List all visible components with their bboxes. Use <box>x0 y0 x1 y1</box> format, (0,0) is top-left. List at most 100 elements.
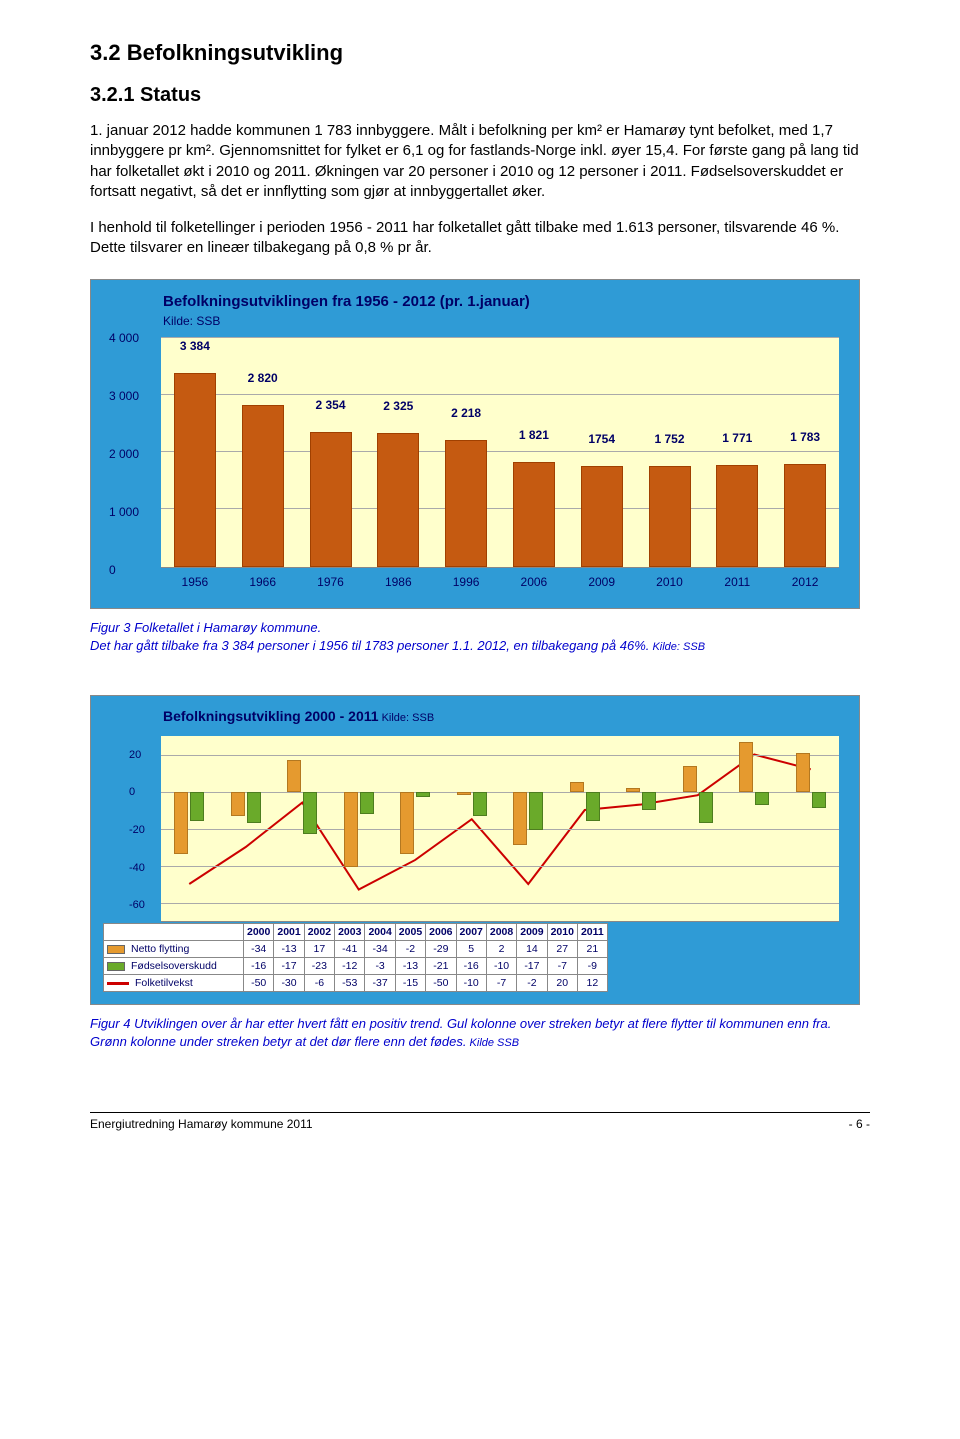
chart-2-table-cell: -6 <box>304 975 334 992</box>
chart-2-bar-netto-flytting <box>739 742 753 792</box>
caption-3-line2: Det har gått tilbake fra 3 384 personer … <box>90 638 649 653</box>
chart-2-table-cell: -16 <box>244 958 274 975</box>
chart-2-bar-netto-flytting <box>400 792 414 855</box>
chart-2-gridline <box>161 755 839 756</box>
chart-2-bar-fodselsoverskudd <box>416 792 430 798</box>
chart-1-bar <box>310 432 352 567</box>
subsection-heading: 3.2.1 Status <box>90 84 870 107</box>
chart-1-bar <box>784 464 826 566</box>
chart-2-table-cell: 17 <box>304 941 334 958</box>
chart-1-bar-value-label: 1 752 <box>654 432 684 449</box>
chart-2-table-cell: -3 <box>365 958 395 975</box>
chart-1-bar-value-label: 2 354 <box>315 398 345 415</box>
chart-2-table-cell: -2 <box>395 941 425 958</box>
chart-1-xtick-label: 2006 <box>521 575 548 589</box>
chart-1-gridline <box>161 337 839 338</box>
chart-2-table-cell: -50 <box>244 975 274 992</box>
chart-2-bar-netto-flytting <box>683 766 697 792</box>
chart-2-subtitle: Kilde: SSB <box>379 712 435 724</box>
chart-2-bar-netto-flytting <box>174 792 188 855</box>
page-footer: Energiutredning Hamarøy kommune 2011 - 6… <box>90 1113 870 1131</box>
chart-1-title-text: Befolkningsutviklingen fra 1956 - 2012 (… <box>163 293 530 310</box>
chart-1-bar <box>445 440 487 567</box>
chart-2-table-year-header: 2003 <box>335 924 365 941</box>
chart-2-bar-netto-flytting <box>570 782 584 791</box>
chart-2-table-cell: 27 <box>547 941 577 958</box>
chart-2-table-year-header: 2001 <box>274 924 304 941</box>
chart-2-bar-netto-flytting <box>287 760 301 791</box>
chart-2-table-cell: -21 <box>426 958 456 975</box>
chart-1-bar-value-label: 1 783 <box>790 430 820 447</box>
chart-1-xtick-label: 2012 <box>792 575 819 589</box>
chart-1-bar-value-label: 1754 <box>588 432 615 449</box>
chart-2-table-cell: -9 <box>577 958 607 975</box>
chart-2-bar-fodselsoverskudd <box>586 792 600 822</box>
chart-2-table-cell: -13 <box>274 941 304 958</box>
chart-2-gridline <box>161 866 839 867</box>
chart-2-bar-fodselsoverskudd <box>360 792 374 814</box>
chart-2-ytick-label: -60 <box>129 899 145 911</box>
chart-1-ytick-label: 0 <box>109 563 116 577</box>
chart-2-table-series-label: Netto flytting <box>104 941 244 958</box>
chart-2-table-cell: -13 <box>395 958 425 975</box>
chart-2-ytick-label: 20 <box>129 749 141 761</box>
chart-2-table-row: Fødselsoverskudd-16-17-23-12-3-13-21-16-… <box>104 958 608 975</box>
footer-right: - 6 - <box>849 1117 870 1131</box>
chart-2-table-cell: -15 <box>395 975 425 992</box>
chart-2-table-year-header: 2002 <box>304 924 334 941</box>
chart-2-table-cell: 21 <box>577 941 607 958</box>
chart-2-table-year-header: 2007 <box>456 924 486 941</box>
chart-2-bar-fodselsoverskudd <box>529 792 543 831</box>
chart-2-table-cell: 20 <box>547 975 577 992</box>
section-heading: 3.2 Befolkningsutvikling <box>90 40 870 66</box>
chart-2-table-year-header: 2000 <box>244 924 274 941</box>
chart-2-table-cell: 12 <box>577 975 607 992</box>
chart-1-xtick-label: 1986 <box>385 575 412 589</box>
chart-2-gridline <box>161 792 839 793</box>
chart-2-table-row: Folketilvekst-50-30-6-53-37-15-50-10-7-2… <box>104 975 608 992</box>
chart-2-bar-fodselsoverskudd <box>812 792 826 809</box>
chart-1-bar <box>581 466 623 566</box>
chart-1-bar-value-label: 1 821 <box>519 428 549 445</box>
chart-1-xtick-label: 1956 <box>182 575 209 589</box>
figure-4-caption: Figur 4 Utviklingen over år har etter hv… <box>90 1015 870 1052</box>
chart-2-table-cell: -7 <box>547 958 577 975</box>
chart-2-table-cell: -37 <box>365 975 395 992</box>
chart-1-plot-area: 3 38419562 82019662 35419762 32519862 21… <box>161 338 839 568</box>
chart-2-table-cell: 5 <box>456 941 486 958</box>
chart-2-bar-fodselsoverskudd <box>303 792 317 835</box>
chart-2-table-cell: 14 <box>517 941 547 958</box>
chart-2-table-row: Netto flytting-34-1317-41-34-2-295214272… <box>104 941 608 958</box>
chart-1-ytick-label: 3 000 <box>109 389 139 403</box>
chart-1-bar <box>377 433 419 566</box>
chart-2-title: Befolkningsutvikling 2000 - 2011 Kilde: … <box>103 708 847 724</box>
chart-2-table-cell: -17 <box>274 958 304 975</box>
body-paragraph-2: I henhold til folketellinger i perioden … <box>90 218 870 259</box>
chart-1-xtick-label: 1966 <box>249 575 276 589</box>
chart-2-ytick-label: 0 <box>129 786 135 798</box>
chart-2-ytick-label: -40 <box>129 862 145 874</box>
chart-2-table-year-header: 2009 <box>517 924 547 941</box>
chart-2-bar-netto-flytting <box>231 792 245 816</box>
chart-2-table-cell: -10 <box>486 958 516 975</box>
chart-1-bar-value-label: 2 218 <box>451 406 481 423</box>
chart-2-ytick-label: -20 <box>129 824 145 836</box>
chart-2-table-cell: -23 <box>304 958 334 975</box>
chart-1-bar <box>716 465 758 566</box>
chart-2-table-cell: -50 <box>426 975 456 992</box>
chart-2-table-cell: 2 <box>486 941 516 958</box>
chart-2-table-cell: -17 <box>517 958 547 975</box>
chart-2-table-header-row: 2000200120022003200420052006200720082009… <box>104 924 608 941</box>
chart-1-ytick-label: 1 000 <box>109 505 139 519</box>
caption-3-line1: Figur 3 Folketallet i Hamarøy kommune. <box>90 620 321 635</box>
chart-2-table-cell: -12 <box>335 958 365 975</box>
caption-4-source: Kilde SSB <box>466 1037 519 1049</box>
chart-2-table-year-header: 2010 <box>547 924 577 941</box>
chart-2-bar-fodselsoverskudd <box>247 792 261 823</box>
chart-2-bar-netto-flytting <box>796 753 810 792</box>
population-change-chart: Befolkningsutvikling 2000 - 2011 Kilde: … <box>90 695 860 1005</box>
chart-2-table-cell: -2 <box>517 975 547 992</box>
chart-1-xtick-label: 1976 <box>317 575 344 589</box>
chart-1-bar-value-label: 2 325 <box>383 399 413 416</box>
chart-1-xtick-label: 2011 <box>724 575 750 589</box>
